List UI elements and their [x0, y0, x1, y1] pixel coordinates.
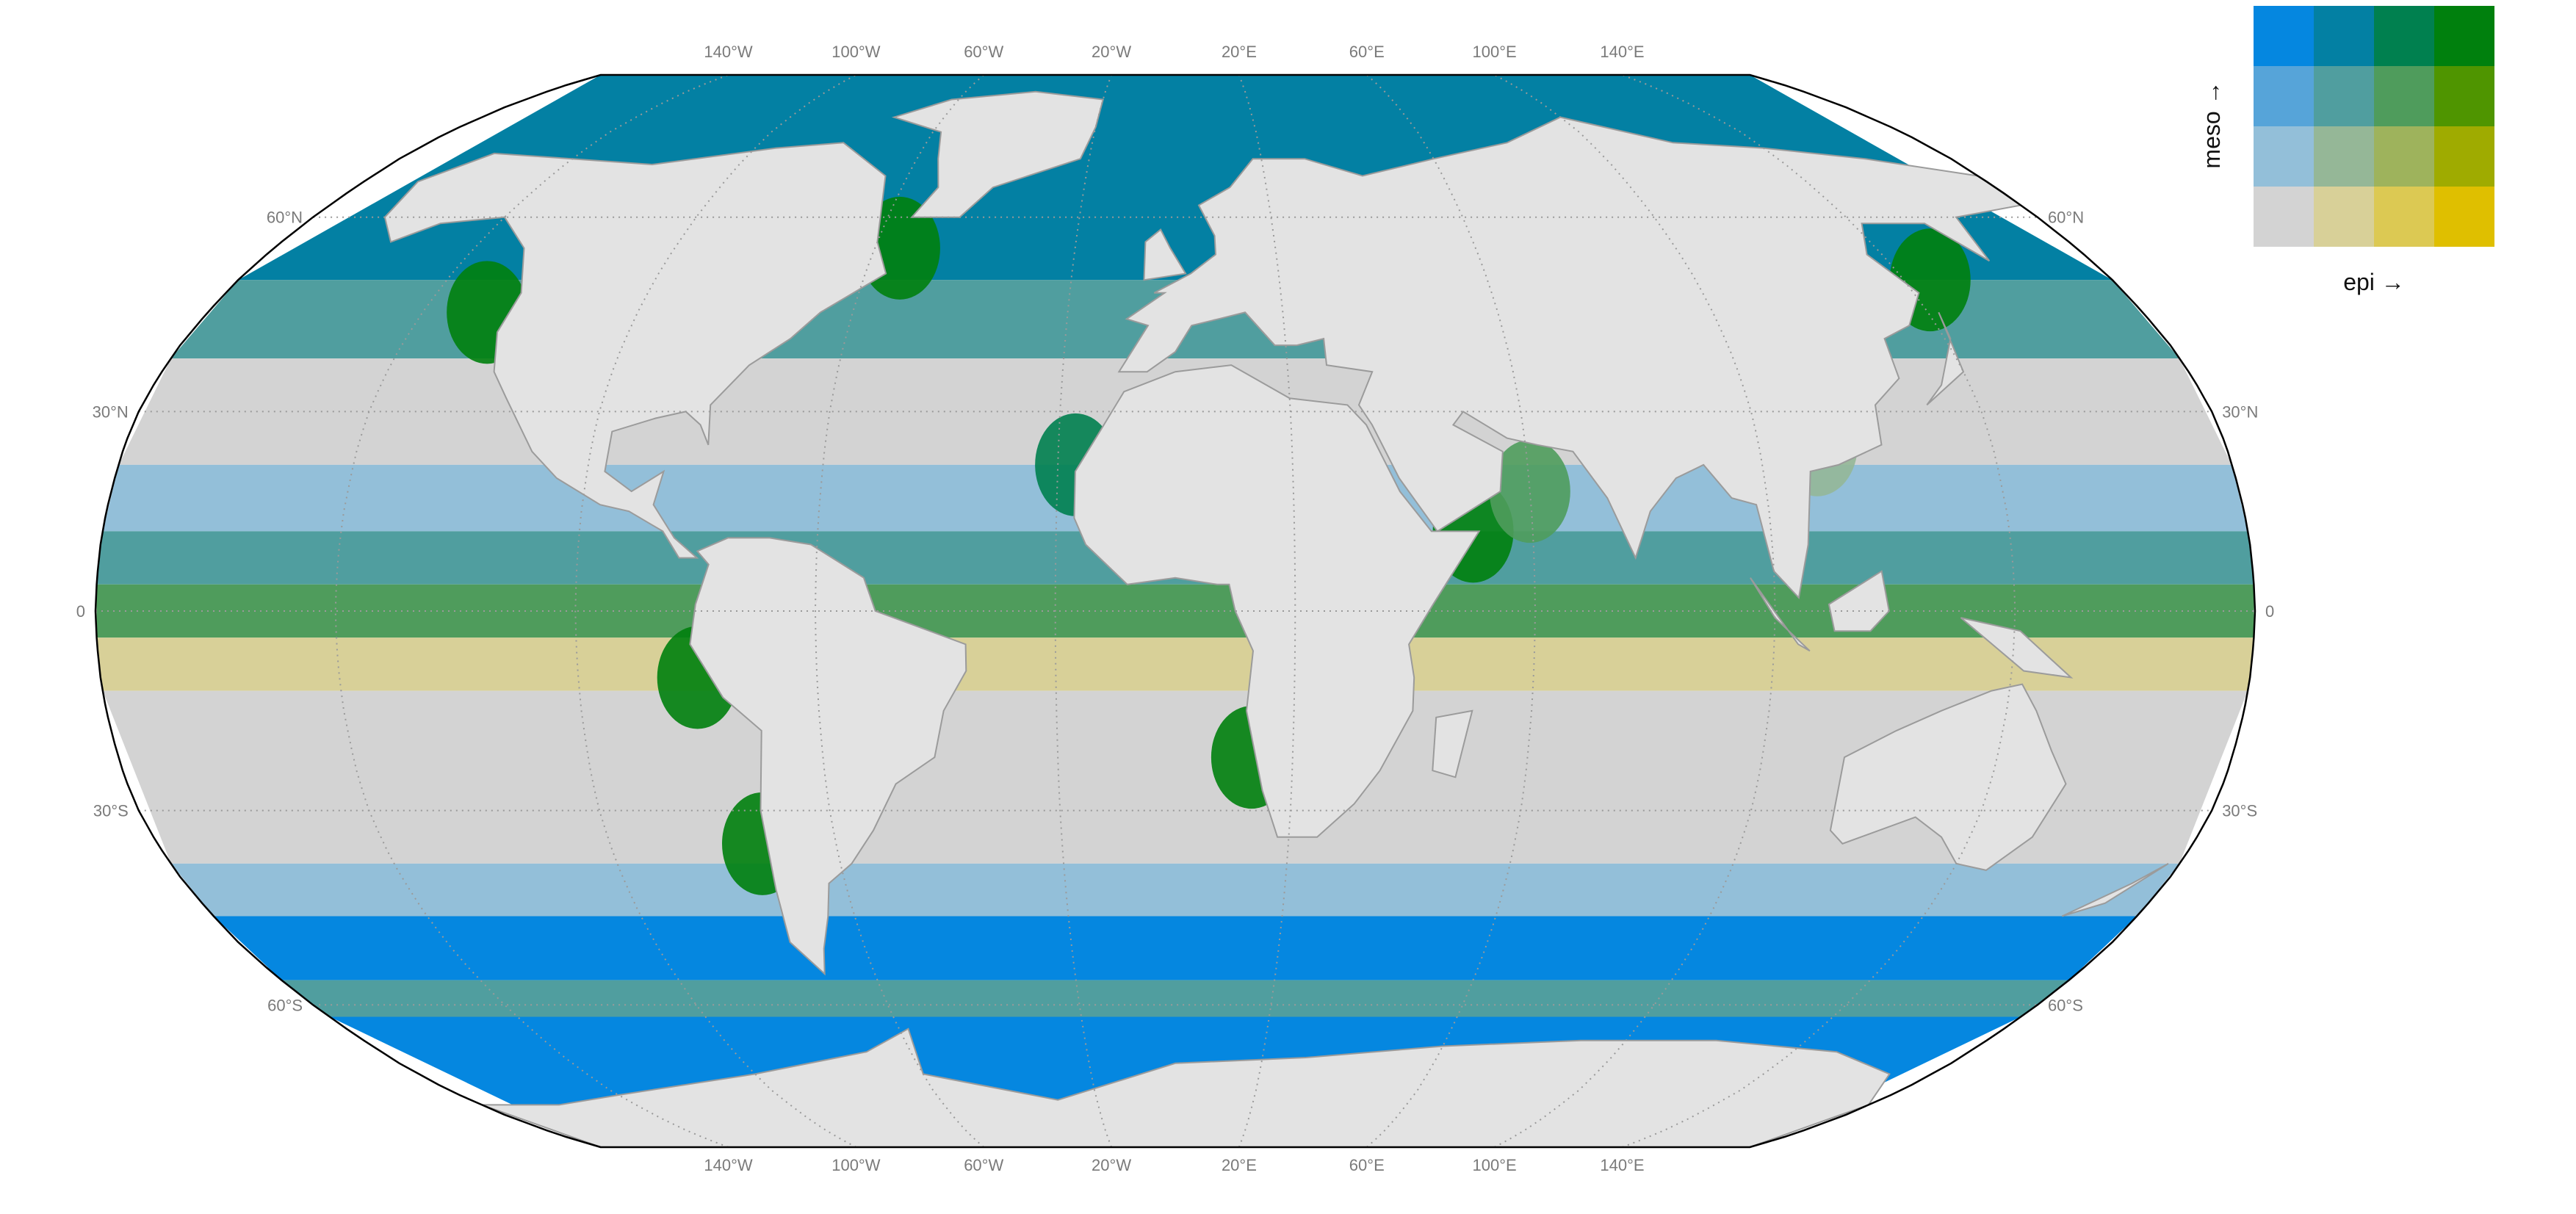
ocean-band [96, 637, 2254, 691]
legend-cell [2434, 6, 2494, 66]
bivariate-legend: epi → meso → [2198, 6, 2494, 295]
lon-label-top: 100°E [1473, 43, 1517, 61]
land-mass [1926, 311, 1965, 406]
legend-cell [2254, 66, 2314, 126]
lon-label-top: 140°W [704, 43, 753, 61]
ocean-band [213, 916, 2137, 980]
lat-label-right: 60°N [2048, 209, 2084, 227]
land-mass [1750, 577, 1811, 652]
lon-label-bottom: 100°E [1473, 1156, 1517, 1174]
land-mass [1432, 709, 1473, 778]
lat-label-left: 30°S [93, 802, 129, 820]
lat-label-left: 60°N [267, 209, 303, 227]
land-mass [2061, 863, 2169, 917]
graticule-line [1366, 75, 1537, 1147]
lon-label-top: 100°W [831, 43, 881, 61]
land-layer [383, 90, 2169, 1147]
coastal-hotspot [1489, 440, 1570, 543]
land-mass [689, 537, 967, 976]
legend-cell [2254, 6, 2314, 66]
legend-color-grid [2254, 6, 2494, 247]
legend-cell [2254, 126, 2314, 187]
graticule-line [1054, 75, 1113, 1147]
lon-label-bottom: 100°W [831, 1156, 881, 1174]
legend-x-label: epi → [2343, 269, 2405, 295]
legend-cell [2374, 187, 2434, 247]
legend-cell [2434, 187, 2494, 247]
graticule-line [1238, 75, 1296, 1147]
map-outline [94, 73, 2256, 1149]
graticule-line [574, 75, 856, 1147]
lat-label-right: 0 [2265, 602, 2274, 621]
graticule-labels: 140°W 140°W 100°W 100°W 60°W 60°W 20°W 20°W 20°E… [76, 43, 2275, 1174]
legend-cell [2314, 187, 2374, 247]
ocean-band [102, 690, 2248, 864]
lon-label-top: 20°E [1222, 43, 1257, 61]
land-mass [891, 90, 1104, 218]
lon-label-top: 60°E [1349, 43, 1385, 61]
land-mass [1073, 364, 1481, 838]
lon-label-bottom: 60°W [964, 1156, 1003, 1174]
graticule-line [814, 75, 984, 1147]
lon-label-top: 20°W [1092, 43, 1131, 61]
legend-cell [2434, 126, 2494, 187]
legend-cell [2434, 66, 2494, 126]
lon-label-bottom: 140°W [704, 1156, 753, 1174]
land-mass [1143, 228, 1187, 281]
lat-label-left: 60°S [267, 996, 303, 1014]
legend-cell [2314, 6, 2374, 66]
lon-label-top: 140°E [1600, 43, 1644, 61]
lat-label-right: 30°N [2222, 402, 2258, 421]
ocean-band [170, 863, 2180, 917]
lat-label-left: 0 [76, 602, 85, 621]
lat-label-left: 30°N [93, 402, 129, 421]
lon-label-bottom: 20°W [1092, 1156, 1131, 1174]
land-mass [383, 142, 887, 559]
legend-cell [2314, 126, 2374, 187]
ocean-band [281, 980, 2069, 1017]
legend-cell [2374, 66, 2434, 126]
lat-label-right: 30°S [2222, 802, 2257, 820]
land-mass [1960, 617, 2074, 679]
ocean-band [96, 584, 2254, 638]
lon-label-bottom: 60°E [1349, 1156, 1385, 1174]
legend-cell [2374, 126, 2434, 187]
graticule-line [1494, 75, 1776, 1147]
lon-label-bottom: 20°E [1222, 1156, 1257, 1174]
legend-cell [2254, 187, 2314, 247]
lon-label-top: 60°W [964, 43, 1003, 61]
legend-y-label: meso → [2198, 81, 2225, 168]
legend-cell [2314, 66, 2374, 126]
land-mass [1117, 116, 2023, 600]
lat-label-right: 60°S [2048, 996, 2083, 1014]
legend-cell [2374, 6, 2434, 66]
graticule-lines [95, 75, 2255, 1147]
land-mass [1828, 570, 1890, 632]
land-mass [481, 1027, 1891, 1147]
lon-label-bottom: 140°E [1600, 1156, 1644, 1174]
